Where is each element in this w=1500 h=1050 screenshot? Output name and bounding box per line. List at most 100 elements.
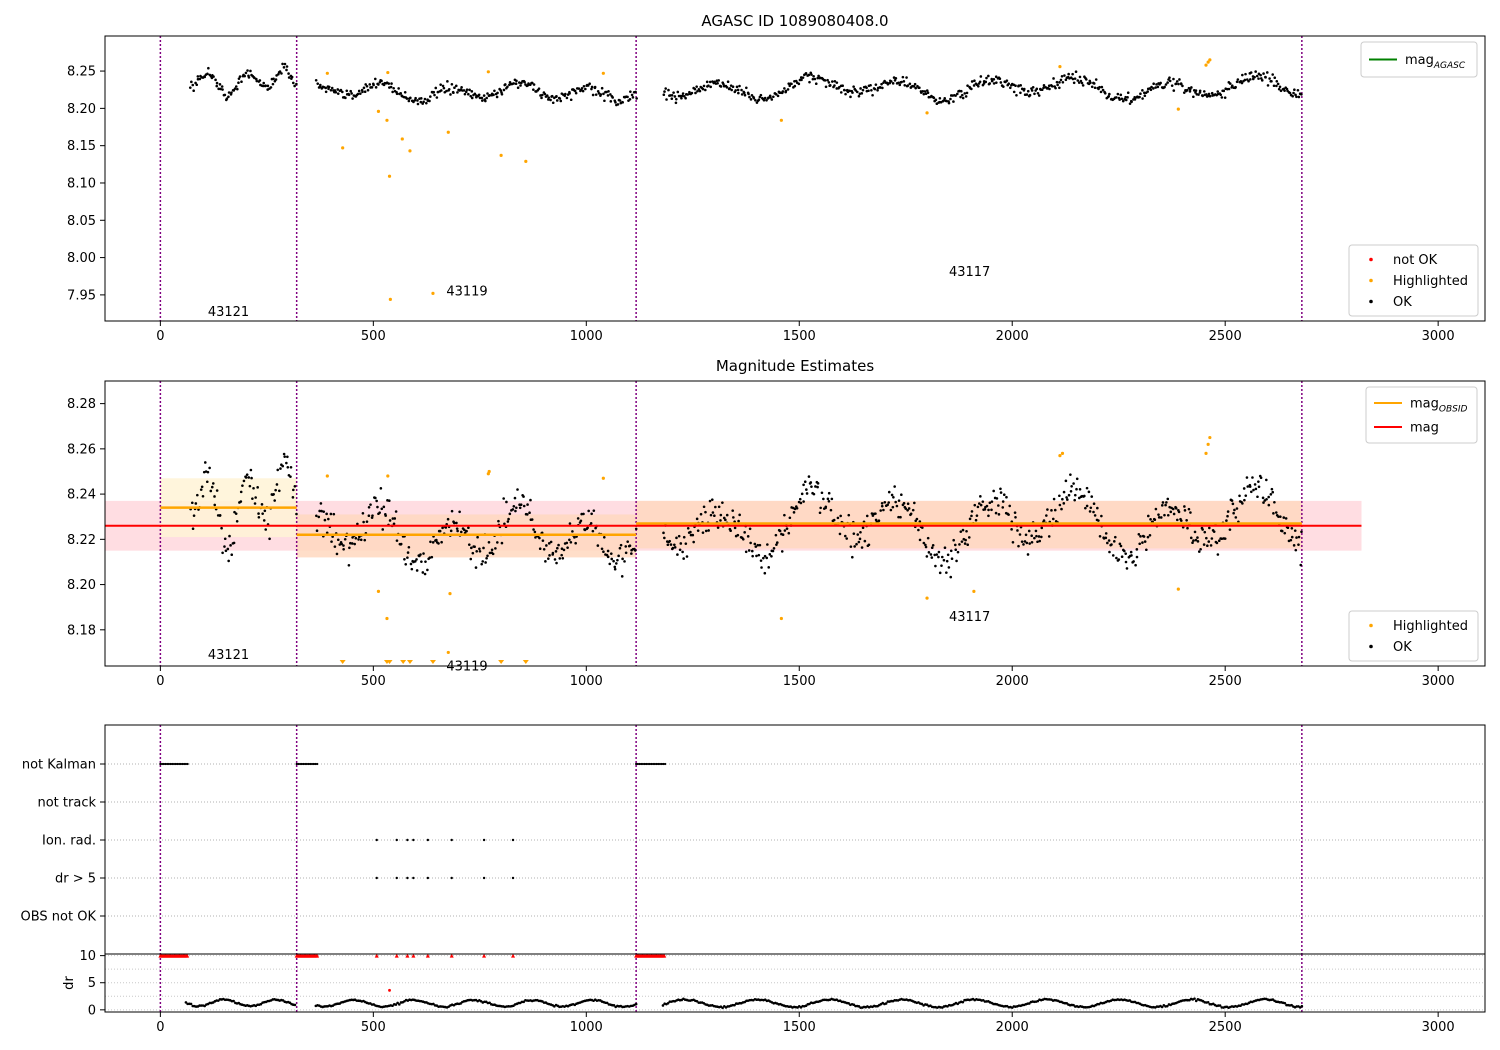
dr-clipped-marker bbox=[374, 953, 379, 958]
ok-point bbox=[543, 92, 547, 96]
ok-point bbox=[890, 493, 894, 497]
ok-point bbox=[500, 92, 504, 96]
ok-point bbox=[1166, 497, 1170, 501]
ok-point bbox=[805, 488, 808, 491]
ok-point bbox=[1016, 529, 1019, 532]
ok-point bbox=[582, 512, 585, 516]
ok-point bbox=[419, 553, 422, 556]
ok-point bbox=[809, 481, 813, 484]
ok-point bbox=[511, 508, 515, 511]
ok-point bbox=[227, 559, 230, 563]
ok-point bbox=[1100, 85, 1104, 89]
ok-point bbox=[272, 77, 275, 81]
ok-point bbox=[1035, 87, 1039, 91]
ok-point bbox=[490, 548, 494, 552]
ok-point bbox=[709, 513, 713, 517]
ok-point bbox=[1145, 548, 1148, 552]
ok-point bbox=[990, 77, 994, 81]
ok-point bbox=[537, 87, 541, 90]
ok-point bbox=[357, 535, 361, 539]
ok-point bbox=[485, 556, 488, 560]
ok-point bbox=[497, 519, 500, 523]
ok-point bbox=[1101, 88, 1105, 92]
ok-point bbox=[1194, 89, 1198, 92]
ok-point bbox=[293, 84, 296, 88]
highlighted-point bbox=[446, 130, 450, 134]
ok-point bbox=[254, 496, 257, 499]
ok-point bbox=[1046, 508, 1049, 511]
ok-point bbox=[1272, 84, 1276, 88]
dr-gt5-point bbox=[450, 876, 453, 880]
ok-point bbox=[1093, 514, 1097, 517]
ok-point bbox=[1292, 544, 1296, 547]
ok-point bbox=[1168, 79, 1172, 83]
ok-point bbox=[1092, 510, 1095, 514]
ok-point bbox=[506, 520, 510, 523]
ok-point bbox=[224, 549, 228, 553]
ok-point bbox=[251, 497, 254, 500]
ok-point bbox=[965, 91, 969, 95]
ok-point bbox=[334, 90, 338, 94]
dr-gt5-point bbox=[511, 876, 515, 880]
legend-label: OK bbox=[1393, 295, 1412, 310]
ok-point bbox=[1073, 493, 1077, 497]
ok-point bbox=[1148, 533, 1152, 537]
ok-point bbox=[960, 540, 964, 543]
ok-point bbox=[1222, 89, 1226, 93]
ok-point bbox=[480, 96, 484, 100]
legend-label: OK bbox=[1393, 640, 1412, 655]
ok-point bbox=[770, 554, 773, 558]
ok-point bbox=[1233, 508, 1236, 512]
ok-point bbox=[968, 517, 972, 521]
ok-point bbox=[1103, 91, 1107, 95]
ok-point bbox=[377, 83, 380, 86]
ok-point bbox=[1036, 91, 1040, 95]
ok-point bbox=[855, 90, 859, 94]
ok-point bbox=[192, 89, 195, 93]
legend-box bbox=[1348, 244, 1479, 317]
ok-point bbox=[271, 82, 275, 86]
ok-point bbox=[1067, 72, 1070, 76]
ok-point bbox=[423, 572, 427, 576]
ok-point bbox=[234, 85, 238, 88]
highlighted-point bbox=[925, 596, 929, 600]
ok-point bbox=[1245, 476, 1249, 479]
ok-point bbox=[701, 87, 705, 91]
dr-gt5-point bbox=[375, 876, 378, 880]
ok-point bbox=[743, 93, 747, 97]
ok-point bbox=[711, 511, 715, 514]
ok-point bbox=[215, 81, 219, 85]
ok-point bbox=[998, 77, 1002, 81]
ok-point bbox=[1011, 541, 1015, 544]
legend-marker-swatch bbox=[1369, 623, 1373, 628]
ok-point bbox=[568, 92, 571, 95]
ok-point bbox=[693, 87, 697, 91]
ok-point bbox=[1113, 535, 1117, 539]
ok-point bbox=[1075, 487, 1078, 491]
ok-point bbox=[281, 464, 285, 468]
ok-point bbox=[594, 93, 598, 96]
ok-point bbox=[1014, 84, 1017, 88]
ok-point bbox=[833, 79, 837, 83]
ok-point bbox=[547, 542, 551, 545]
ok-point bbox=[914, 86, 917, 90]
ok-point bbox=[1126, 91, 1130, 95]
ok-point bbox=[827, 500, 831, 503]
ok-point bbox=[742, 91, 746, 95]
highlighted-point bbox=[400, 137, 404, 141]
ok-point bbox=[1198, 89, 1202, 93]
ok-point bbox=[824, 85, 828, 89]
ok-point bbox=[818, 511, 822, 515]
ok-point bbox=[987, 514, 990, 518]
ok-point bbox=[793, 507, 797, 511]
ok-point bbox=[1278, 85, 1282, 89]
ok-point bbox=[1294, 548, 1298, 552]
ok-point bbox=[356, 522, 359, 526]
ok-point bbox=[1154, 507, 1158, 511]
ok-point bbox=[1027, 529, 1031, 533]
ok-point bbox=[1290, 527, 1294, 530]
ok-point bbox=[1065, 496, 1068, 499]
dr-clipped-marker bbox=[511, 953, 516, 958]
flag-row-label: dr > 5 bbox=[55, 872, 96, 887]
ok-point bbox=[610, 557, 614, 561]
